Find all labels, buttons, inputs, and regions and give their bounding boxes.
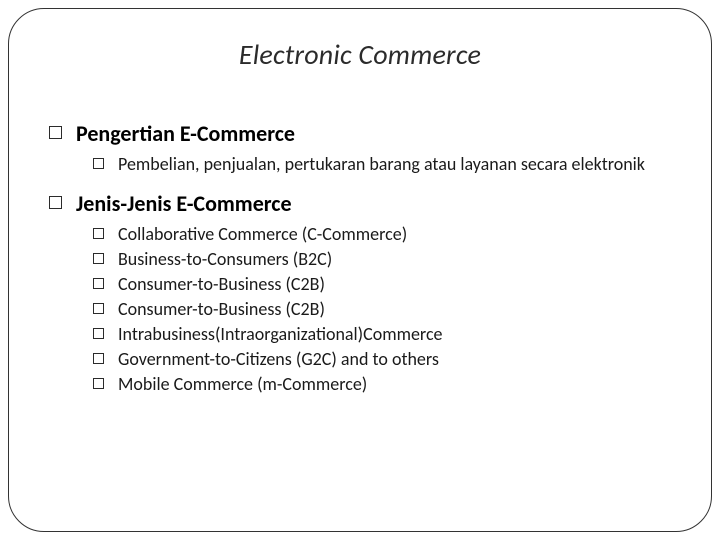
- square-bullet-icon: [93, 253, 104, 264]
- list-item: Government-to-Citizens (G2C) and to othe…: [93, 348, 671, 371]
- square-bullet-icon: [93, 353, 104, 364]
- square-bullet-icon: [93, 378, 104, 389]
- section-pengertian: Pengertian E-Commerce Pembelian, penjual…: [49, 120, 671, 176]
- list-item-text: Business-to-Consumers (B2C): [118, 248, 332, 271]
- list-item-text: Consumer-to-Business (C2B): [118, 273, 325, 296]
- square-bullet-icon: [49, 196, 62, 209]
- square-bullet-icon: [93, 228, 104, 239]
- list-item: Consumer-to-Business (C2B): [93, 298, 671, 321]
- list-item: Mobile Commerce (m-Commerce): [93, 373, 671, 396]
- list-item-text: Intrabusiness(Intraorganizational)Commer…: [118, 323, 443, 346]
- square-bullet-icon: [93, 158, 104, 169]
- sub-list: Pembelian, penjualan, pertukaran barang …: [93, 153, 671, 176]
- list-item: Collaborative Commerce (C-Commerce): [93, 223, 671, 246]
- sub-list: Collaborative Commerce (C-Commerce) Busi…: [93, 223, 671, 396]
- list-item: Business-to-Consumers (B2C): [93, 248, 671, 271]
- section-head: Jenis-Jenis E-Commerce: [49, 190, 671, 217]
- section-jenis: Jenis-Jenis E-Commerce Collaborative Com…: [49, 190, 671, 396]
- section-head: Pengertian E-Commerce: [49, 120, 671, 147]
- section-label: Jenis-Jenis E-Commerce: [76, 190, 292, 217]
- slide-title: Electronic Commerce: [49, 37, 671, 72]
- list-item-text: Collaborative Commerce (C-Commerce): [118, 223, 407, 246]
- list-item: Intrabusiness(Intraorganizational)Commer…: [93, 323, 671, 346]
- section-label: Pengertian E-Commerce: [76, 120, 295, 147]
- square-bullet-icon: [49, 126, 62, 139]
- list-item-text: Consumer-to-Business (C2B): [118, 298, 325, 321]
- slide-frame: Electronic Commerce Pengertian E-Commerc…: [8, 8, 712, 532]
- square-bullet-icon: [93, 328, 104, 339]
- list-item-text: Pembelian, penjualan, pertukaran barang …: [118, 153, 645, 176]
- square-bullet-icon: [93, 278, 104, 289]
- list-item: Pembelian, penjualan, pertukaran barang …: [93, 153, 671, 176]
- list-item-text: Government-to-Citizens (G2C) and to othe…: [118, 348, 439, 371]
- list-item-text: Mobile Commerce (m-Commerce): [118, 373, 367, 396]
- square-bullet-icon: [93, 303, 104, 314]
- list-item: Consumer-to-Business (C2B): [93, 273, 671, 296]
